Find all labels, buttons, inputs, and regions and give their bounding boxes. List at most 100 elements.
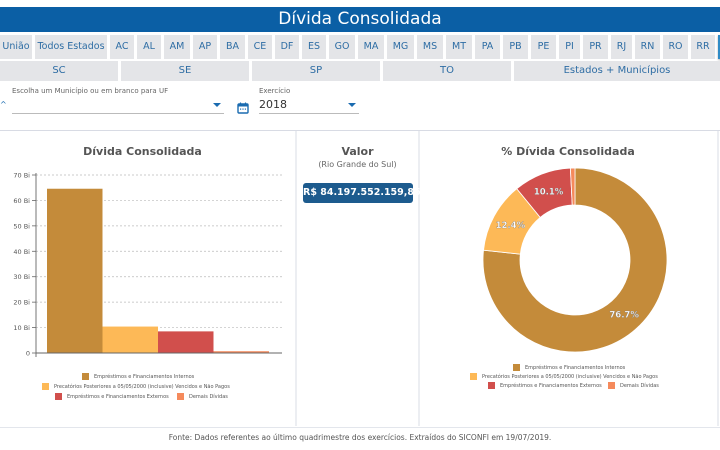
legend-label: Demais Dívidas xyxy=(189,393,228,400)
legend-swatch xyxy=(177,393,184,400)
tab-rn[interactable]: RN xyxy=(635,35,660,59)
chevron-down-icon xyxy=(213,103,221,107)
pie-chart-legend: Empréstimos e Financiamentos Internos Pre… xyxy=(430,360,710,400)
tab-ac[interactable]: AC xyxy=(110,35,134,59)
legend-label: Empréstimos e Financiamentos Internos xyxy=(94,373,195,380)
footer-source: Fonte: Dados referentes ao último quadri… xyxy=(168,433,552,442)
legend-swatch xyxy=(42,383,49,390)
donut-chart: 76.7% 12.4% 10.1% xyxy=(482,167,668,353)
back-arrow-icon[interactable]: ^ xyxy=(0,100,7,109)
tab-ro[interactable]: RO xyxy=(663,35,688,59)
legend-label: Empréstimos e Financiamentos Externos xyxy=(67,393,169,400)
bar-1[interactable] xyxy=(47,188,103,353)
legend-swatch xyxy=(488,382,495,389)
y-tick-label: 0 xyxy=(26,350,30,358)
top-strip xyxy=(0,0,720,7)
tab-sp[interactable]: SP xyxy=(252,61,380,81)
exercicio-value: 2018 xyxy=(259,98,287,111)
tab-to[interactable]: TO xyxy=(383,61,511,81)
legend-label: Precatórios Posteriores a 05/05/2000 (in… xyxy=(54,383,230,390)
legend-item[interactable]: Demais Dívidas xyxy=(177,393,228,400)
y-tick-label: 70 Bi xyxy=(13,172,30,180)
legend-swatch xyxy=(82,373,89,380)
y-tick-label: 10 Bi xyxy=(13,324,30,332)
divider xyxy=(0,130,720,131)
bar-chart-legend: Empréstimos e Financiamentos Internos Pre… xyxy=(0,370,295,410)
tab-pa[interactable]: PA xyxy=(475,35,500,59)
footer-divider xyxy=(0,427,720,428)
y-tick-label: 20 Bi xyxy=(13,299,30,307)
donut-slice-1[interactable] xyxy=(482,167,668,353)
y-tick-label: 30 Bi xyxy=(13,273,30,281)
tab-pi[interactable]: PI xyxy=(559,35,580,59)
value-title: Valor xyxy=(341,145,374,158)
tab-rs[interactable]: RS xyxy=(718,35,720,59)
total-value-badge: R$ 84.197.552.159,86 xyxy=(303,183,421,203)
tab-ap[interactable]: AP xyxy=(193,35,217,59)
legend-item[interactable]: Empréstimos e Financiamentos Internos xyxy=(513,364,625,371)
state-tabs-row2: SC SE SP TO Estados + Municípios xyxy=(0,61,720,81)
legend-swatch xyxy=(608,382,615,389)
calendar-icon[interactable] xyxy=(237,99,249,114)
panel-divider xyxy=(295,131,297,426)
exercicio-select[interactable]: 2018 xyxy=(259,94,359,114)
y-tick-label: 50 Bi xyxy=(13,222,30,230)
municipio-label: Escolha um Município ou em branco para U… xyxy=(12,87,169,95)
bar-chart: 0 10 Bi 20 Bi 30 Bi 40 Bi 50 Bi 60 Bi 70 Bi xyxy=(13,172,282,358)
tab-estados-municípios[interactable]: Estados + Municípios xyxy=(514,61,720,81)
tab-rj[interactable]: RJ xyxy=(611,35,632,59)
chevron-down-icon xyxy=(348,103,356,107)
legend-label: Precatórios Posteriores a 05/05/2000 (in… xyxy=(482,373,658,380)
tab-go[interactable]: GO xyxy=(329,35,355,59)
tab-união[interactable]: União xyxy=(0,35,32,59)
tab-ma[interactable]: MA xyxy=(358,35,384,59)
legend-item[interactable]: Precatórios Posteriores a 05/05/2000 (in… xyxy=(470,373,658,380)
tab-df[interactable]: DF xyxy=(275,35,299,59)
tab-pe[interactable]: PE xyxy=(531,35,556,59)
legend-item[interactable]: Empréstimos e Financiamentos Externos xyxy=(488,382,602,389)
panel-divider xyxy=(418,131,420,426)
bar-chart-title: Dívida Consolidada xyxy=(83,145,202,158)
value-subtitle: (Rio Grande do Sul) xyxy=(318,160,397,169)
legend-item[interactable]: Demais Dívidas xyxy=(608,382,659,389)
tab-mg[interactable]: MG xyxy=(387,35,414,59)
tab-se[interactable]: SE xyxy=(121,61,249,81)
tab-pb[interactable]: PB xyxy=(503,35,528,59)
municipio-select[interactable] xyxy=(12,94,224,114)
tab-al[interactable]: AL xyxy=(137,35,161,59)
tab-todos-estados[interactable]: Todos Estados xyxy=(35,35,107,59)
donut-data-label: 12.4% xyxy=(496,221,526,231)
tab-rr[interactable]: RR xyxy=(691,35,715,59)
legend-swatch xyxy=(470,373,477,380)
tab-pr[interactable]: PR xyxy=(583,35,608,59)
legend-label: Empréstimos e Financiamentos Externos xyxy=(500,382,602,389)
donut-data-label: 10.1% xyxy=(534,187,564,197)
tab-sc[interactable]: SC xyxy=(0,61,118,81)
y-tick-label: 60 Bi xyxy=(13,197,30,205)
tab-ce[interactable]: CE xyxy=(248,35,272,59)
pie-chart-title: % Dívida Consolidada xyxy=(501,145,635,158)
legend-item[interactable]: Empréstimos e Financiamentos Externos xyxy=(55,393,169,400)
tab-es[interactable]: ES xyxy=(302,35,326,59)
bar-3[interactable] xyxy=(158,331,214,353)
donut-data-label: 76.7% xyxy=(609,311,639,321)
y-tick-label: 40 Bi xyxy=(13,248,30,256)
filters-bar: ^ Escolha um Município ou em branco para… xyxy=(0,84,720,124)
page-title: Dívida Consolidada xyxy=(0,7,720,32)
bar-2[interactable] xyxy=(102,326,159,353)
tab-am[interactable]: AM xyxy=(164,35,190,59)
tab-ms[interactable]: MS xyxy=(417,35,443,59)
legend-label: Empréstimos e Financiamentos Internos xyxy=(525,364,626,371)
exercicio-label: Exercício xyxy=(259,87,291,95)
legend-item[interactable]: Empréstimos e Financiamentos Internos xyxy=(82,373,194,380)
panel-divider xyxy=(717,131,719,426)
legend-swatch xyxy=(513,364,520,371)
tab-mt[interactable]: MT xyxy=(446,35,472,59)
state-tabs-row1: União Todos Estados AC AL AM AP BA CE DF ES GO MA MG… xyxy=(0,35,720,59)
donut-slice-4[interactable] xyxy=(569,167,576,206)
tab-ba[interactable]: BA xyxy=(220,35,245,59)
legend-label: Demais Dívidas xyxy=(620,382,659,389)
bar-4[interactable] xyxy=(213,351,270,353)
legend-item[interactable]: Precatórios Posteriores a 05/05/2000 (in… xyxy=(42,383,230,390)
